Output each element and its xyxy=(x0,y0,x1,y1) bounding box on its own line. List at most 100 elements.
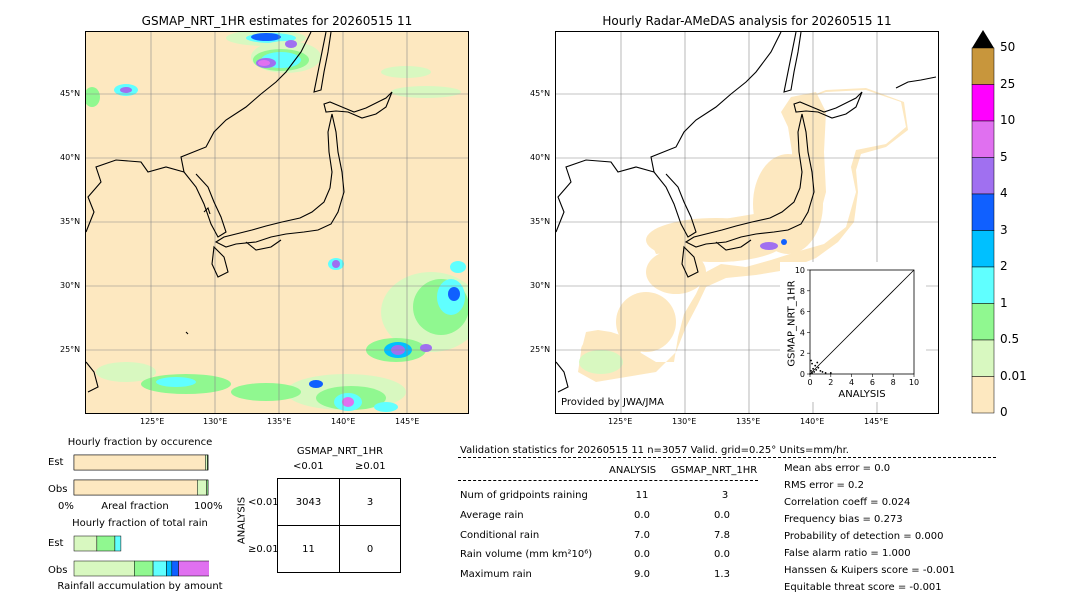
score-line: Hanssen & Kuipers score = -0.001 xyxy=(784,565,956,576)
colorbar-label: 3 xyxy=(1000,222,1008,237)
contingency-title: GSMAP_NRT_1HR xyxy=(296,446,384,457)
colorbar-swatch xyxy=(971,84,995,122)
scatter-point xyxy=(811,372,813,374)
validation-row-label: Average rain xyxy=(460,510,524,521)
right-lon-tick: 130°E xyxy=(672,417,697,426)
score-line: Mean abs error = 0.0 xyxy=(784,463,891,474)
right-lat-tick: 40°N xyxy=(530,153,551,162)
scatter-point xyxy=(811,362,813,365)
left-lon-tick: 125°E xyxy=(140,417,165,426)
scatter-point xyxy=(816,361,819,364)
validation-divider xyxy=(458,457,996,458)
colorbar-label: 0.5 xyxy=(1000,332,1020,346)
left-grid xyxy=(86,32,468,413)
right-map-canvas xyxy=(556,32,938,413)
score-line: Probability of detection = 0.000 xyxy=(784,531,944,542)
left-lat-tick: 30°N xyxy=(60,281,81,290)
colorbar xyxy=(968,30,998,414)
occurrence-cat-obs: Obs xyxy=(48,484,68,495)
score-line: Equitable threat score = -0.001 xyxy=(784,582,942,593)
validation-row-analysis: 0.0 xyxy=(634,549,650,560)
contingency-cell: 11 xyxy=(302,544,315,555)
contingency-col-header: <0.01 xyxy=(293,461,324,472)
right-coastlines xyxy=(556,32,937,393)
left-lon-tick: 135°E xyxy=(267,417,292,426)
validation-row-gsmap: 0.0 xyxy=(714,510,730,521)
scatter-point xyxy=(810,369,812,372)
scatter-y-tick-label: 0 xyxy=(800,370,805,379)
scatter-point xyxy=(821,371,824,373)
scatter-x-tick-label: 0 xyxy=(807,378,812,387)
validation-row-analysis: 7.0 xyxy=(634,530,650,541)
colorbar-label: 10 xyxy=(1000,113,1016,127)
scatter-y-tick-label: 4 xyxy=(800,328,805,337)
scatter-point xyxy=(819,369,822,372)
right-precip-spot xyxy=(760,242,778,250)
totalrain-bars xyxy=(73,532,213,580)
left-map xyxy=(85,31,469,414)
left-map-title: GSMAP_NRT_1HR estimates for 20260515 11 xyxy=(141,14,413,28)
right-lat-tick: 30°N xyxy=(530,281,551,290)
score-line: RMS error = 0.2 xyxy=(784,480,864,491)
validation-row-gsmap: 0.0 xyxy=(714,549,730,560)
score-line: False alarm ratio = 1.000 xyxy=(784,548,911,559)
totalrain-xlabel: Rainfall accumulation by amount xyxy=(57,581,223,592)
scatter-y-tick-label: 6 xyxy=(800,308,805,317)
colorbar-label: 2 xyxy=(1000,259,1008,273)
scatter-x-tick-label: 10 xyxy=(909,378,919,387)
score-line: Correlation coeff = 0.024 xyxy=(784,497,911,508)
occurrence-cat-est: Est xyxy=(48,457,64,468)
left-lon-tick: 145°E xyxy=(395,417,420,426)
occurrence-title: Hourly fraction by occurence xyxy=(67,437,213,448)
scatter-x-tick-label: 6 xyxy=(870,378,875,387)
right-precip-spot xyxy=(781,239,787,245)
scatter-ylabel: GSMAP_NRT_1HR xyxy=(786,280,798,367)
colorbar-swatch xyxy=(971,157,995,195)
colorbar-label: 50 xyxy=(1000,40,1016,54)
occurrence-tick-100: 100% xyxy=(194,501,223,512)
bar-segment xyxy=(206,479,209,496)
bar-segment xyxy=(166,560,173,577)
validation-row-label: Num of gridpoints raining xyxy=(460,490,588,501)
contingency-cell: 3 xyxy=(366,497,374,508)
totalrain-cat-obs: Obs xyxy=(48,565,68,576)
totalrain-cat-est: Est xyxy=(48,538,64,549)
scatter-point xyxy=(829,372,832,374)
bar-segment xyxy=(171,560,179,577)
right-lon-tick: 140°E xyxy=(800,417,825,426)
colorbar-swatch xyxy=(971,376,995,414)
colorbar-label: 5 xyxy=(1000,149,1008,164)
contingency-cell: 3043 xyxy=(295,497,322,508)
left-lat-tick: 35°N xyxy=(60,217,81,226)
scatter-x-tick-label: 8 xyxy=(891,378,896,387)
scatter-y-tick-label: 2 xyxy=(800,349,805,358)
right-map-title: Hourly Radar-AMeDAS analysis for 2026051… xyxy=(602,14,892,28)
colorbar-swatch xyxy=(971,193,995,231)
scatter-y-tick-label: 8 xyxy=(800,287,805,296)
contingency-row-header: ≥0.01 xyxy=(248,544,279,555)
scatter-point xyxy=(817,366,820,369)
validation-col-analysis: ANALYSIS xyxy=(609,465,657,476)
contingency-col-header: ≥0.01 xyxy=(355,461,386,472)
scatter-point xyxy=(810,359,812,362)
contingency-row-header: <0.01 xyxy=(248,497,279,508)
validation-row-analysis: 0.0 xyxy=(634,510,650,521)
right-lon-tick: 125°E xyxy=(608,417,633,426)
contingency-cell: 0 xyxy=(366,544,374,555)
bar-segment xyxy=(134,560,154,577)
right-lat-tick: 35°N xyxy=(530,217,551,226)
validation-row-label: Rain volume (mm km²10⁶) xyxy=(460,549,593,560)
left-lat-tick: 45°N xyxy=(60,89,81,98)
colorbar-label: 0.01 xyxy=(1000,368,1027,383)
scatter-point xyxy=(813,371,816,373)
right-lat-tick: 45°N xyxy=(530,89,551,98)
bar-segment xyxy=(73,479,198,496)
left-lon-tick: 130°E xyxy=(203,417,228,426)
right-lat-tick: 25°N xyxy=(530,345,551,354)
colorbar-swatch xyxy=(971,339,995,377)
left-lat-tick: 25°N xyxy=(60,345,81,354)
validation-row-label: Maximum rain xyxy=(460,569,532,580)
right-lon-tick: 135°E xyxy=(736,417,761,426)
contingency-grid: 3043 3 11 0 xyxy=(277,478,401,573)
scatter-x-tick-label: 4 xyxy=(849,378,854,387)
